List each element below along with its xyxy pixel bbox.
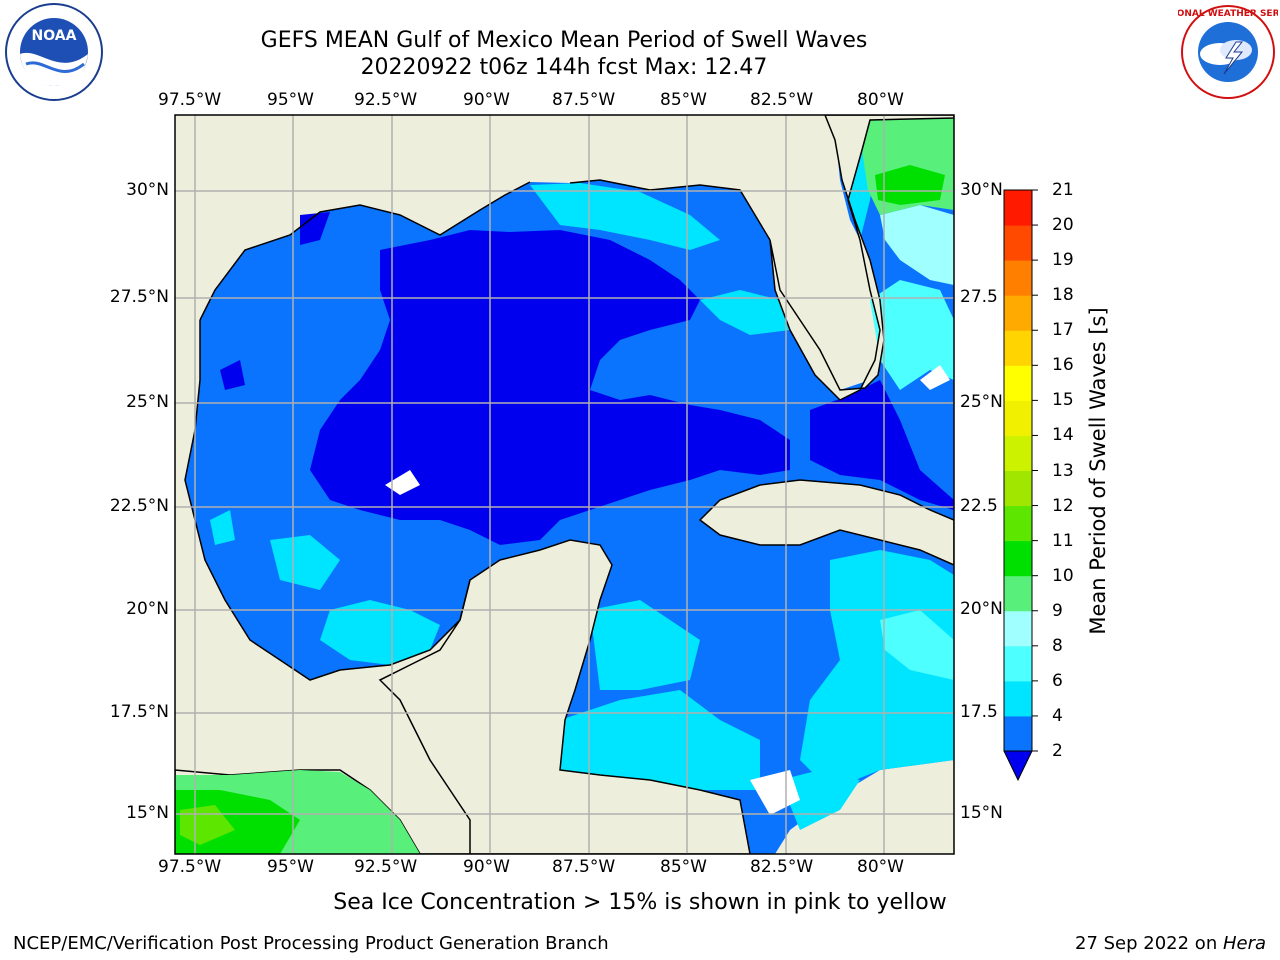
colorbar-tick-label: 15 [1052, 390, 1074, 411]
lon-label-bottom: 80°W [857, 857, 904, 877]
colorbar-label: Mean Period of Swell Waves [s] [1086, 307, 1110, 635]
sea-ice-note: Sea Ice Concentration > 15% is shown in … [333, 890, 947, 915]
footer-date-text: 27 Sep 2022 on [1075, 933, 1223, 954]
lon-label-bottom: 95°W [267, 857, 314, 877]
lon-label-bottom: 85°W [660, 857, 707, 877]
nws-logo: NATIONAL WEATHER SERVICE [1178, 4, 1278, 100]
lon-label-bottom: 87.5°W [552, 857, 616, 877]
lat-label-left: 15°N [126, 803, 169, 823]
colorbar-segment [1004, 505, 1032, 542]
colorbar-tick-label: 18 [1052, 285, 1074, 306]
colorbar-tick-label: 16 [1052, 355, 1074, 376]
lat-label-right: 22.5 [960, 496, 998, 516]
colorbar-segment [1004, 680, 1032, 717]
colorbar [1003, 189, 1038, 782]
colorbar-segment [1004, 190, 1032, 226]
colorbar-tick-label: 11 [1052, 530, 1074, 551]
lat-label-right: 20°N [960, 599, 1003, 619]
colorbar-tick-label: 12 [1052, 495, 1074, 516]
lat-label-right: 17.5 [960, 702, 998, 722]
colorbar-tick-label: 19 [1052, 250, 1074, 271]
lat-label-right: 15°N [960, 803, 1003, 823]
colorbar-segment [1004, 295, 1032, 331]
colorbar-segment [1004, 330, 1032, 366]
footer-host: Hera [1222, 933, 1266, 954]
lat-label-right: 30°N [960, 180, 1003, 200]
footer-credit: NCEP/EMC/Verification Post Processing Pr… [13, 933, 609, 954]
lon-label-top: 97.5°W [158, 90, 222, 110]
chart-title: GEFS MEAN Gulf of Mexico Mean Period of … [260, 28, 868, 53]
footer-date: 27 Sep 2022 on Hera [1075, 933, 1266, 954]
lon-label-top: 90°W [463, 90, 510, 110]
lon-label-top: 85°W [660, 90, 707, 110]
lat-label-right: 25°N [960, 392, 1003, 412]
colorbar-segment [1004, 260, 1032, 296]
lon-label-top: 92.5°W [354, 90, 418, 110]
colorbar-tick-labels: 2 4 6 8 9 10 11 12 13 14 15 16 17 18 19 20 21 [1052, 180, 1092, 783]
colorbar-segment [1004, 470, 1032, 507]
colorbar-segment [1004, 435, 1032, 471]
noaa-logo-text: NOAA [32, 28, 77, 44]
graticule [175, 115, 954, 854]
lat-label-left: 27.5°N [109, 287, 169, 307]
chart-subtitle: 20220922 t06z 144h fcst Max: 12.47 [360, 55, 768, 80]
lon-label-bottom: 97.5°W [158, 857, 222, 877]
colorbar-segment [1004, 715, 1032, 752]
colorbar-segment [1004, 645, 1032, 682]
florida [769, 115, 954, 401]
lon-label-top: 95°W [267, 90, 314, 110]
lat-label-right: 27.5 [960, 287, 998, 307]
colorbar-tick-label: 2 [1052, 741, 1063, 761]
colorbar-segment [1004, 540, 1032, 577]
lat-label-left: 25°N [126, 392, 169, 412]
lon-label-top: 82.5°W [750, 90, 814, 110]
lat-label-left: 30°N [126, 180, 169, 200]
colorbar-tick-label: 4 [1052, 705, 1063, 726]
colorbar-tick-label: 9 [1052, 600, 1063, 621]
colorbar-segment [1004, 365, 1032, 401]
colorbar-tick-label: 10 [1052, 565, 1074, 586]
lon-label-top: 87.5°W [552, 90, 616, 110]
colorbar-tick-label: 21 [1052, 180, 1074, 200]
map-frame [174, 114, 955, 855]
colorbar-segment [1004, 400, 1032, 436]
noaa-logo: NOAA [5, 3, 103, 101]
colorbar-segment [1004, 225, 1032, 261]
colorbar-segment [1004, 575, 1032, 612]
lon-label-bottom: 90°W [463, 857, 510, 877]
cuba [698, 479, 954, 566]
lat-label-left: 20°N [126, 599, 169, 619]
colorbar-segment [1004, 610, 1032, 647]
colorbar-tick-label: 14 [1052, 425, 1074, 446]
lon-label-bottom: 92.5°W [354, 857, 418, 877]
lat-label-left: 17.5°N [109, 702, 169, 722]
deep-blue-region [310, 230, 790, 545]
lon-label-bottom: 82.5°W [750, 857, 814, 877]
colorbar-tick-label: 8 [1052, 635, 1063, 656]
colorbar-tick-label: 13 [1052, 460, 1074, 481]
lon-label-top: 80°W [857, 90, 904, 110]
colorbar-tick-label: 17 [1052, 320, 1074, 341]
colorbar-extend-arrow [1003, 750, 1033, 782]
colorbar-tick-label: 6 [1052, 670, 1063, 691]
colorbar-tick-label: 20 [1052, 215, 1074, 236]
nws-logo-text: NATIONAL WEATHER SERVICE [1178, 9, 1278, 19]
lat-label-left: 22.5°N [109, 496, 169, 516]
